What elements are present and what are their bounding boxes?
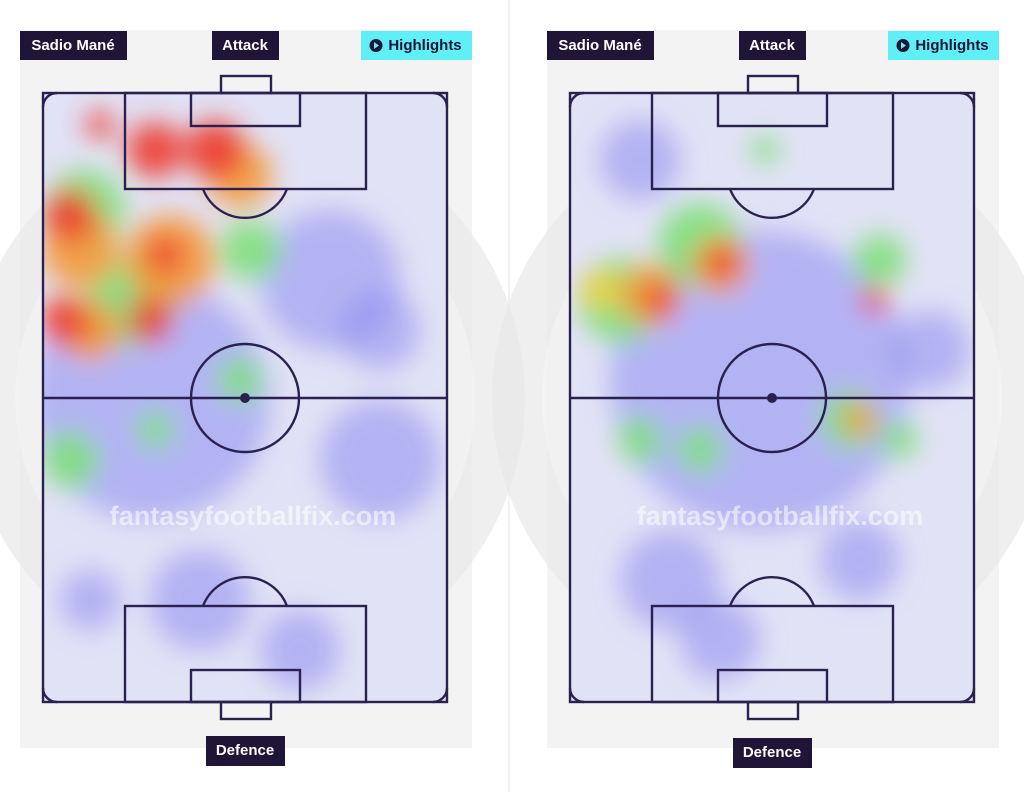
centre-spot <box>767 393 777 403</box>
highlights-label: Highlights <box>388 37 461 54</box>
defence-tag <box>206 736 285 766</box>
pitch-line <box>959 687 976 704</box>
pitch-line <box>432 687 449 704</box>
pitch-line <box>201 575 289 607</box>
attack-label: Attack <box>222 37 269 54</box>
pitch-lines <box>41 74 449 721</box>
heat-blob <box>854 234 906 286</box>
pitch-line <box>746 74 800 95</box>
pitch-line <box>41 687 58 704</box>
heat-blob <box>86 111 114 139</box>
heat-blobs <box>43 111 440 690</box>
pitch-line <box>568 91 585 108</box>
heat-blob <box>678 428 722 472</box>
heat-blob <box>340 290 420 370</box>
pitch-line <box>728 575 816 607</box>
heat-blob <box>185 120 245 180</box>
pitch-line <box>41 91 58 108</box>
heat-blob <box>751 136 779 164</box>
defence-label: Defence <box>216 742 274 759</box>
attack-tag <box>739 31 806 60</box>
pitch-lines <box>568 74 976 721</box>
centre-spot <box>240 393 250 403</box>
heat-blob <box>580 270 620 310</box>
heat-blob <box>44 189 96 241</box>
watermark: fantasyfootballfix.com <box>637 501 924 531</box>
watermark: fantasyfootballfix.com <box>110 501 397 531</box>
pitch-line <box>219 700 273 721</box>
heat-blob <box>320 400 440 520</box>
heat-blob <box>128 298 172 342</box>
heatmap-panel: fantasyfootballfix.com Sadio Mané Attack Hi… <box>0 30 525 766</box>
heat-blob <box>618 418 662 462</box>
heat-blob <box>820 520 900 600</box>
heat-blob <box>862 287 888 313</box>
heat-blob <box>127 122 183 178</box>
pitch-line <box>716 342 828 454</box>
highlights-label: Highlights <box>915 37 988 54</box>
heat-blob <box>844 404 876 436</box>
heatmap-panel: fantasyfootballfix.com Sadio Mané Attack Hi… <box>492 30 1024 768</box>
play-triangle <box>901 42 906 49</box>
heat-blob <box>680 600 760 680</box>
player-tag <box>547 31 654 60</box>
pitch-line <box>219 74 273 95</box>
pitch-line <box>432 91 449 108</box>
pitch-line <box>959 91 976 108</box>
heat-blob <box>644 284 676 316</box>
player-name: Sadio Mané <box>31 37 114 54</box>
heat-blob <box>220 220 280 280</box>
defence-label: Defence <box>743 744 801 761</box>
heat-blob <box>882 422 918 458</box>
highlights-button[interactable]: Highlights <box>361 31 472 60</box>
attack-tag <box>212 31 279 60</box>
heat-blob <box>890 310 970 390</box>
pitch-line <box>568 687 585 704</box>
highlights-button[interactable]: Highlights <box>888 31 999 60</box>
heat-blob <box>60 570 120 630</box>
pitch-line <box>746 700 800 721</box>
heat-blob <box>150 550 250 650</box>
attack-label: Attack <box>749 37 796 54</box>
player-tag <box>20 31 127 60</box>
heat-blob <box>218 358 262 402</box>
heat-blobs <box>578 120 970 680</box>
play-triangle <box>374 42 379 49</box>
pitch-line <box>189 342 301 454</box>
heat-blob <box>43 432 98 488</box>
heat-blob <box>147 237 183 273</box>
heat-blob <box>137 412 173 448</box>
heat-blob <box>600 120 680 200</box>
heat-blob <box>43 296 89 344</box>
heat-blob <box>706 246 738 278</box>
player-name: Sadio Mané <box>558 37 641 54</box>
pitch-line <box>728 188 816 220</box>
defence-tag <box>733 738 812 768</box>
pitch-line <box>201 188 289 220</box>
